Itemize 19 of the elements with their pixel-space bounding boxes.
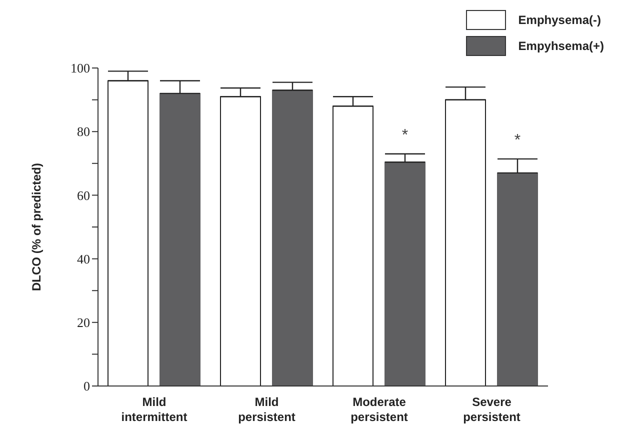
x-tick-label: Severe persistent <box>463 395 520 424</box>
bar <box>160 92 200 386</box>
bar <box>384 162 426 386</box>
text: Emphysema(-) <box>518 13 601 27</box>
y-tick-label: 40 <box>77 251 90 266</box>
y-tick-label: 60 <box>77 188 90 203</box>
y-tick-label: 100 <box>70 60 90 76</box>
data-label: * <box>402 126 408 144</box>
bar <box>497 172 538 386</box>
legend-label: Empyhsema(+) <box>518 39 604 53</box>
x-tick-label: Mild intermittent <box>121 395 188 424</box>
y-tick-label: 20 <box>77 315 90 330</box>
y-tick-label: 80 <box>77 124 90 140</box>
bar <box>272 90 313 386</box>
y-axis-title: DLCO (% of predicted) <box>29 163 44 291</box>
x-tick-label: Moderate persistent <box>350 395 408 424</box>
y-tick-label: 0 <box>84 378 90 394</box>
x-tick-label: Mild persistent <box>238 395 296 424</box>
data-label: * <box>514 132 521 149</box>
